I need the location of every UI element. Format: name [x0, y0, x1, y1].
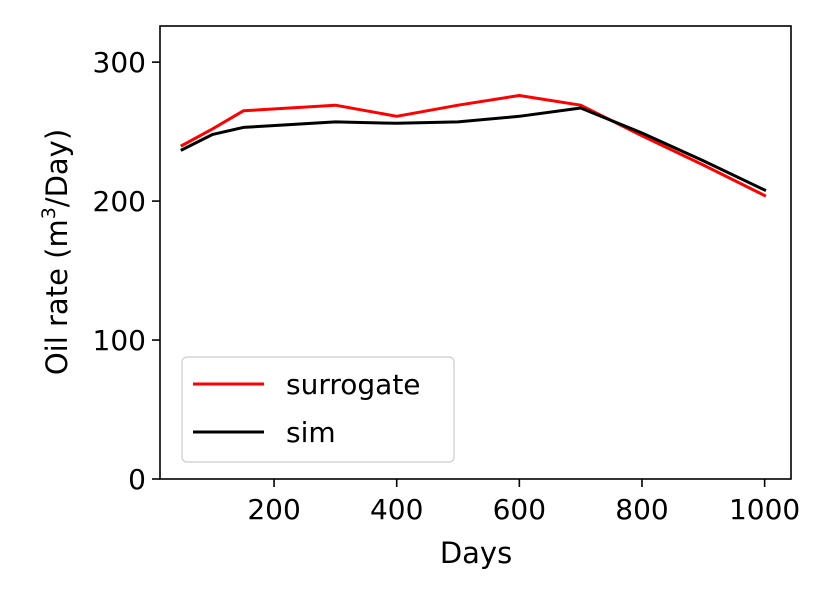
series-line-surrogate	[180, 94, 767, 198]
x-axis-label: Days	[440, 536, 512, 570]
y-tick-label: 200	[93, 185, 146, 218]
y-axis: 0 100 200 300	[93, 46, 160, 496]
x-tick-label: 800	[615, 493, 668, 526]
y-tick-label: 100	[93, 324, 146, 357]
x-tick-label: 1000	[729, 493, 800, 526]
series-layer	[180, 94, 767, 198]
x-tick-label: 200	[247, 493, 300, 526]
y-tick-label: 0	[128, 463, 146, 496]
x-tick-label: 400	[370, 493, 423, 526]
y-axis-label-prefix: Oil rate (m	[40, 219, 74, 375]
y-axis-label-superscript: 3	[38, 207, 60, 219]
y-axis-label-suffix: /Day)	[40, 129, 74, 207]
plot-frame	[159, 25, 792, 480]
x-tick-label: 600	[493, 493, 546, 526]
legend: surrogate sim	[181, 356, 455, 463]
legend-label-sim: sim	[286, 416, 336, 449]
y-axis-label: Oil rate (m3/Day)	[38, 129, 74, 375]
legend-label-surrogate: surrogate	[286, 368, 421, 401]
series-line-sim	[180, 106, 767, 192]
x-axis: 200 400 600 800 1000	[247, 479, 800, 526]
y-tick-label: 300	[93, 46, 146, 79]
